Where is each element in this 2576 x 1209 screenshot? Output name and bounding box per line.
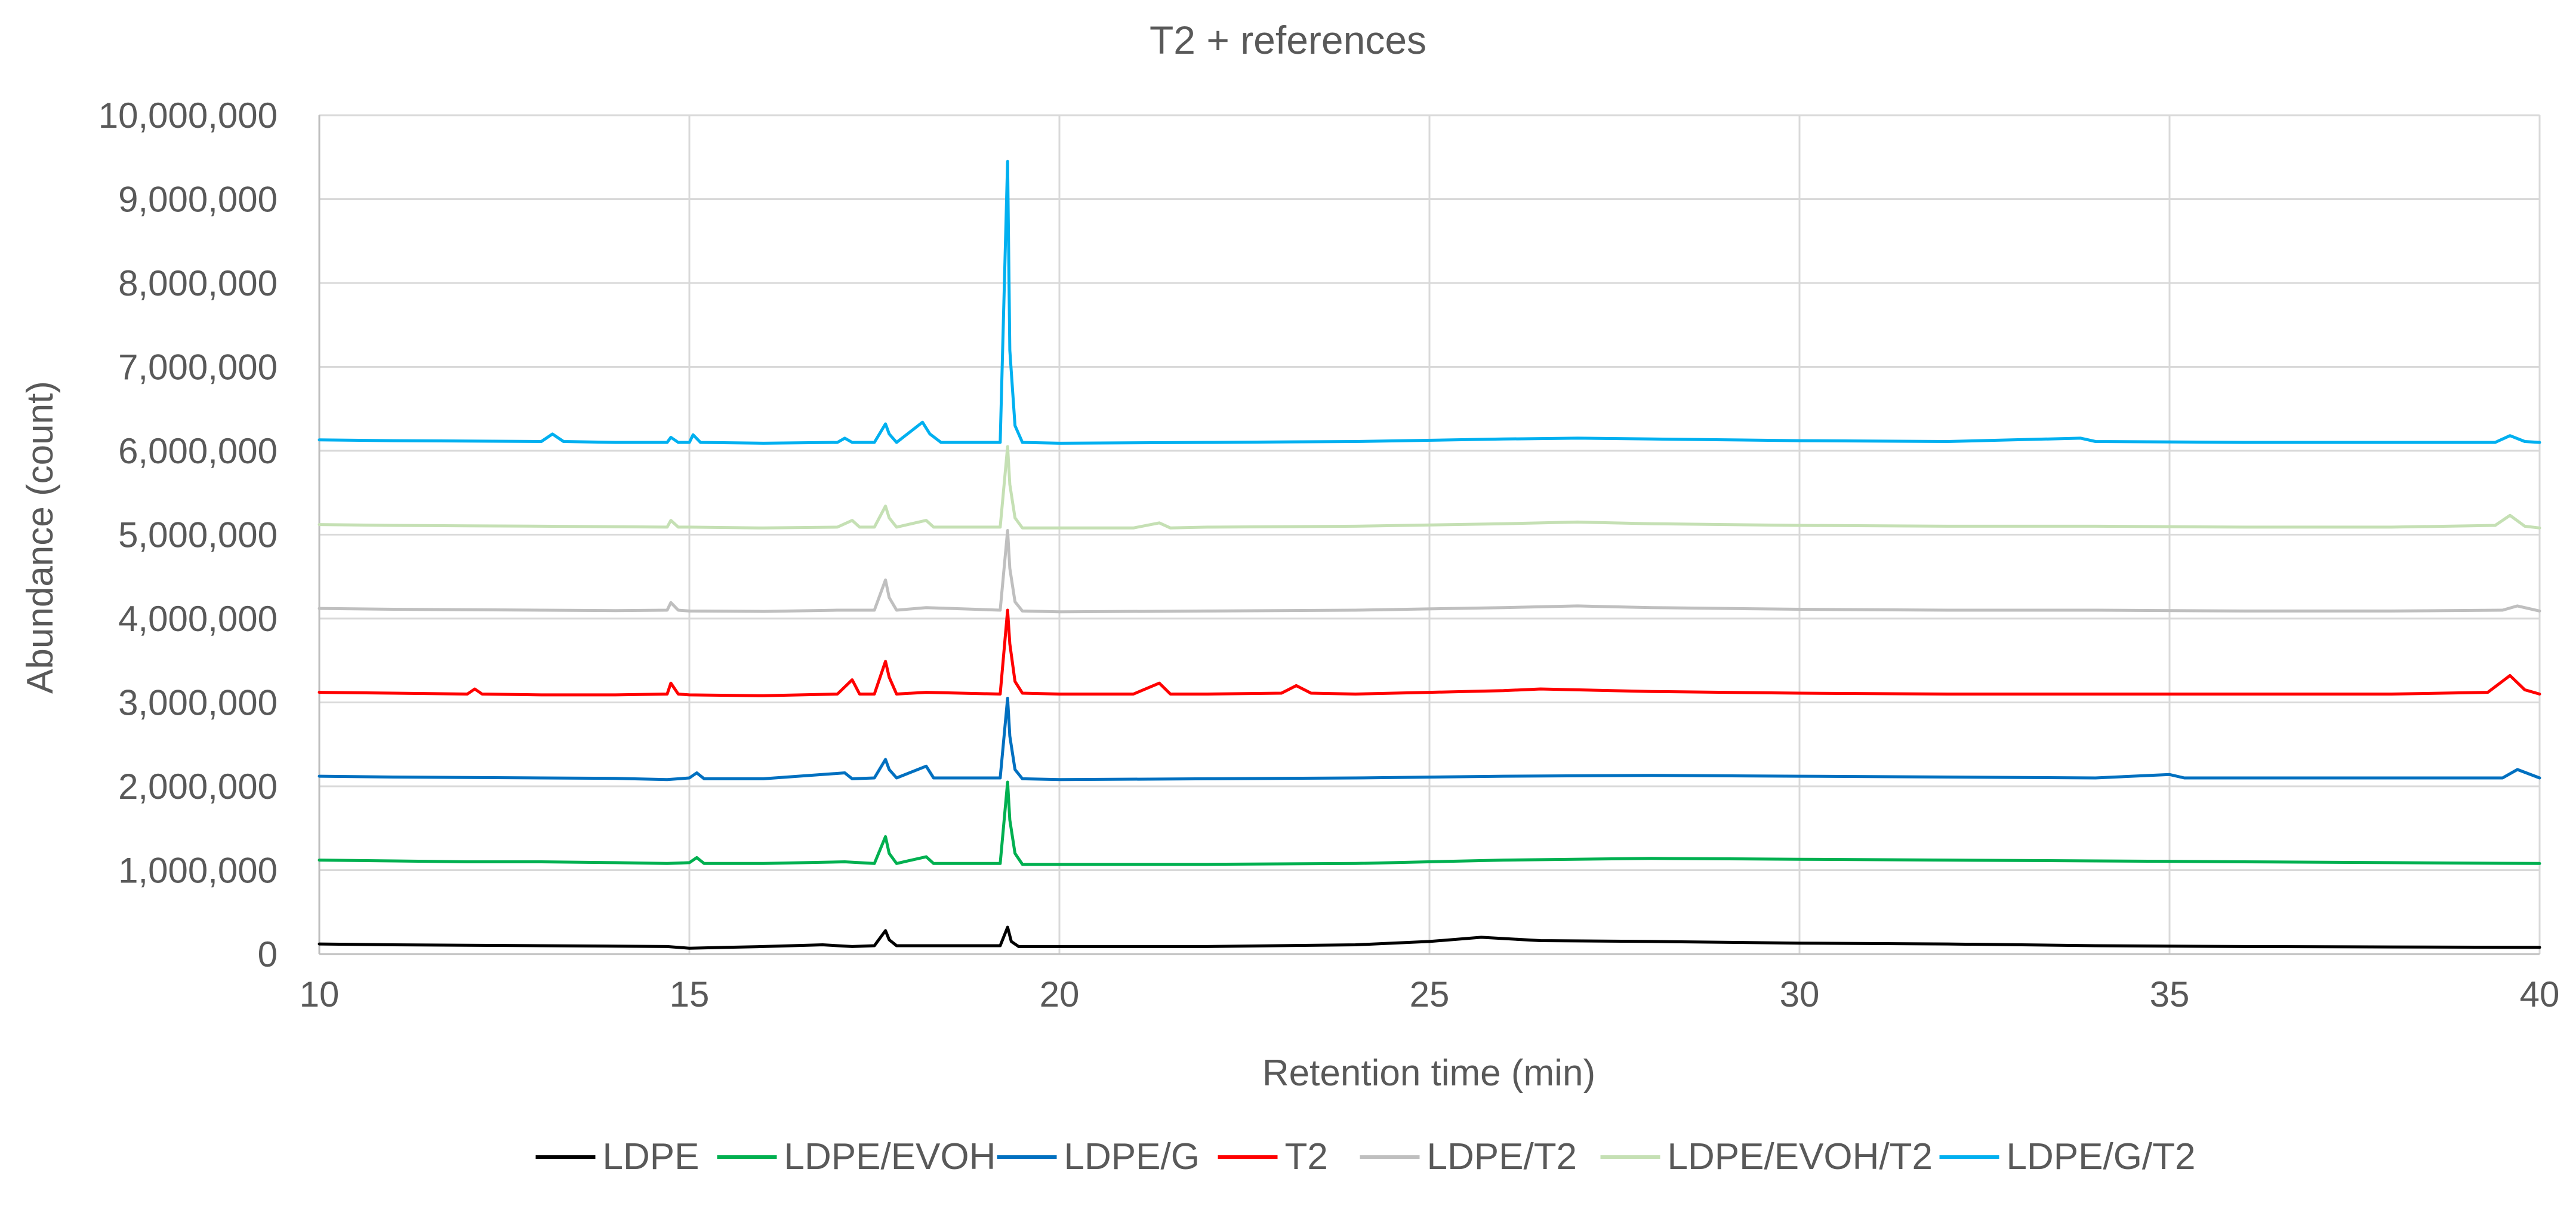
y-tick-label: 10,000,000 bbox=[98, 96, 278, 136]
legend-item: LDPE/G/T2 bbox=[1939, 1136, 2196, 1177]
x-axis-title: Retention time (min) bbox=[1262, 1053, 1595, 1094]
legend-label: LDPE/T2 bbox=[1427, 1136, 1577, 1177]
y-tick-label: 2,000,000 bbox=[118, 767, 278, 807]
legend-label: LDPE bbox=[603, 1136, 700, 1177]
series-line-ldpe-g bbox=[318, 697, 2541, 782]
y-tick-label: 5,000,000 bbox=[118, 515, 278, 555]
series-line-t2 bbox=[318, 608, 2541, 697]
legend-label: LDPE/G bbox=[1064, 1136, 1200, 1177]
x-tick-label: 35 bbox=[2150, 974, 2190, 1014]
y-tick-label: 4,000,000 bbox=[118, 599, 278, 639]
x-tick-label: 10 bbox=[300, 974, 340, 1014]
y-tick-label: 8,000,000 bbox=[118, 263, 278, 303]
series-lines bbox=[318, 159, 2541, 950]
legend-label: LDPE/G/T2 bbox=[2007, 1136, 2196, 1177]
y-tick-label: 7,000,000 bbox=[118, 347, 278, 387]
legend: LDPE LDPE/EVOH LDPE/G T2 LDPE/T2 LDPE/EVOH/T2… bbox=[535, 1136, 2196, 1177]
legend-item: T2 bbox=[1218, 1136, 1328, 1177]
axes bbox=[318, 115, 2540, 955]
series-line-ldpe-evoh-t2 bbox=[318, 445, 2541, 530]
legend-item: LDPE/EVOH bbox=[717, 1136, 996, 1177]
x-tick-label: 15 bbox=[670, 974, 710, 1014]
legend-item: LDPE/G bbox=[997, 1136, 1200, 1177]
series-line-ldpe-g-t2 bbox=[318, 159, 2541, 445]
x-tick-label: 25 bbox=[1410, 974, 1450, 1014]
chart-title: T2 + references bbox=[1150, 18, 1426, 62]
legend-item: LDPE/EVOH/T2 bbox=[1600, 1136, 1933, 1177]
y-axis-title: Abundance (count) bbox=[20, 381, 61, 694]
series-line-ldpe-t2 bbox=[318, 529, 2541, 614]
series-line-ldpe bbox=[318, 925, 2541, 950]
y-tick-label: 0 bbox=[258, 934, 278, 974]
x-tick-label: 40 bbox=[2520, 974, 2560, 1014]
legend-item: LDPE bbox=[535, 1136, 700, 1177]
y-tick-label: 3,000,000 bbox=[118, 683, 278, 723]
x-tick-label: 20 bbox=[1040, 974, 1080, 1014]
legend-label: LDPE/EVOH/T2 bbox=[1668, 1136, 1933, 1177]
legend-label: LDPE/EVOH bbox=[784, 1136, 996, 1177]
y-tick-label: 9,000,000 bbox=[118, 180, 278, 220]
y-tick-label: 6,000,000 bbox=[118, 431, 278, 471]
legend-item: LDPE/T2 bbox=[1360, 1136, 1577, 1177]
y-tick-label: 1,000,000 bbox=[118, 851, 278, 891]
x-tick-label: 30 bbox=[1780, 974, 1820, 1014]
series-line-ldpe-evoh bbox=[318, 780, 2541, 866]
legend-label: T2 bbox=[1285, 1136, 1328, 1177]
tick-labels: 0 1,000,000 2,000,000 3,000,000 4,000,000 5,0… bbox=[98, 96, 2560, 1014]
gridlines bbox=[319, 114, 2541, 954]
